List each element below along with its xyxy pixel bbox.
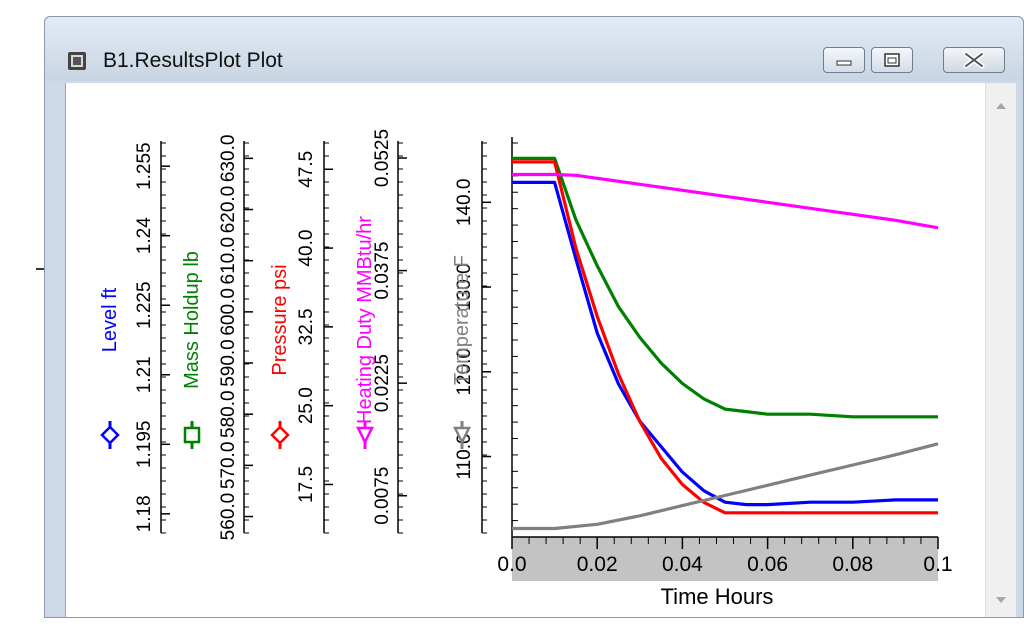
scroll-up-icon[interactable] bbox=[986, 91, 1016, 121]
plot-window: B1.ResultsPlot Plot 1.18 1.195 1.21 1.225 1.… bbox=[44, 16, 1024, 618]
series-line bbox=[512, 156, 938, 419]
axis-tick-label: 130.0 bbox=[454, 263, 475, 311]
legend-marker-triangle bbox=[355, 426, 375, 445]
window-title: B1.ResultsPlot Plot bbox=[103, 49, 283, 72]
axis-tick-label: 120.0 bbox=[454, 348, 475, 396]
stray-tick-mark bbox=[36, 268, 44, 270]
axis-tick-label: 580.0 bbox=[218, 390, 239, 438]
plot-window-icon[interactable] bbox=[67, 51, 87, 71]
series-line bbox=[512, 160, 938, 515]
axis-tick-label: 590.0 bbox=[218, 339, 239, 387]
axis-tick-label: 1.225 bbox=[134, 281, 155, 329]
axis-tick-label: 600.0 bbox=[218, 288, 239, 336]
axis-tick-label: 630.0 bbox=[218, 135, 239, 183]
axis-tick-label: 47.5 bbox=[296, 151, 317, 188]
axis-tick-label: 25.0 bbox=[296, 387, 317, 424]
minimize-button[interactable] bbox=[823, 47, 865, 73]
axis-tick-label: 0.0075 bbox=[372, 467, 393, 525]
axis-label: Mass Holdup lb bbox=[181, 251, 203, 389]
axis-label: Pressure psi bbox=[269, 264, 291, 375]
axis-tick-label: 1.21 bbox=[134, 356, 155, 393]
x-tick-label: 0.08 bbox=[832, 553, 873, 576]
axis-tick-label: 1.255 bbox=[134, 142, 155, 190]
axis-tick-label: 140.0 bbox=[454, 179, 475, 227]
axis-tick-label: 1.24 bbox=[134, 217, 155, 254]
restore-icon bbox=[884, 53, 900, 67]
axis-tick-label: 610.0 bbox=[218, 237, 239, 285]
close-button[interactable] bbox=[943, 47, 1005, 73]
legend-marker-square bbox=[183, 426, 201, 444]
axis-tick-label: 0.0525 bbox=[372, 129, 393, 187]
axis-label: Heating Duty MMBtu/hr bbox=[354, 216, 376, 424]
vertical-scrollbar[interactable] bbox=[985, 83, 1016, 617]
axis-label: Level ft bbox=[99, 287, 121, 352]
axis-label: Temperature F bbox=[451, 255, 473, 385]
series-line bbox=[512, 172, 939, 230]
legend-marker-diamond bbox=[100, 425, 120, 445]
title-bar[interactable]: B1.ResultsPlot Plot bbox=[45, 17, 1023, 81]
axis-tick-label: 0.0225 bbox=[372, 354, 393, 412]
axis-tick-label: 1.18 bbox=[134, 495, 155, 532]
x-tick-label: 0.04 bbox=[662, 553, 703, 576]
close-icon bbox=[963, 51, 985, 69]
legend-marker-triangle bbox=[452, 426, 472, 445]
x-tick-label: 0.0 bbox=[497, 553, 526, 576]
axis-tick-label: 32.5 bbox=[296, 308, 317, 345]
axis-tick-label: 1.195 bbox=[134, 421, 155, 469]
axis-tick-label: 17.5 bbox=[296, 466, 317, 503]
x-axis-label: Time Hours bbox=[661, 584, 774, 609]
restore-button[interactable] bbox=[871, 47, 913, 73]
x-tick-label: 0.02 bbox=[577, 553, 618, 576]
x-tick-label: 0.1 bbox=[923, 553, 952, 576]
x-axis-band bbox=[512, 537, 938, 581]
series-line bbox=[512, 180, 938, 507]
minimize-icon bbox=[836, 60, 852, 66]
axis-tick-label: 560.0 bbox=[218, 493, 239, 541]
plot-area: 1.18 1.195 1.21 1.225 1.24 1.255 Level ft 560.0… bbox=[65, 83, 1016, 617]
axis-tick-label: 0.0375 bbox=[372, 242, 393, 300]
axis-tick-label: 620.0 bbox=[218, 186, 239, 234]
axis-tick-label: 110.0 bbox=[454, 433, 475, 479]
x-tick-label: 0.06 bbox=[747, 553, 788, 576]
scroll-down-icon[interactable] bbox=[986, 587, 1016, 617]
legend-marker-diamond bbox=[270, 425, 290, 445]
series-line bbox=[512, 442, 939, 531]
axis-tick-label: 570.0 bbox=[218, 442, 239, 490]
axis-tick-label: 40.0 bbox=[296, 230, 317, 267]
results-plot: 1.18 1.195 1.21 1.225 1.24 1.255 Level ft 560.0… bbox=[99, 129, 953, 609]
